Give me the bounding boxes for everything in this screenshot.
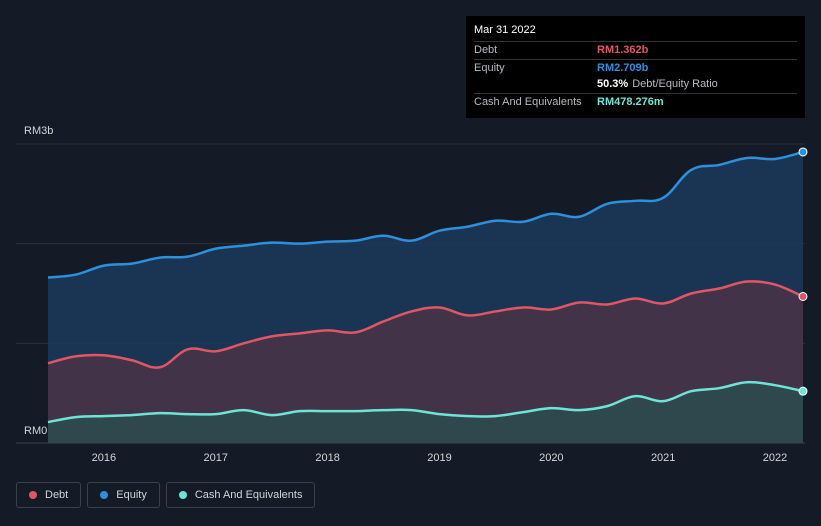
tooltip-cash-row: Cash And Equivalents RM478.276m xyxy=(474,92,797,111)
legend-cash-label: Cash And Equivalents xyxy=(194,489,303,501)
tooltip-equity-label: Equity xyxy=(474,61,505,74)
x-tick-label: 2016 xyxy=(92,452,116,464)
tooltip-date: Mar 31 2022 xyxy=(474,24,536,36)
equity-end-point xyxy=(798,147,808,157)
tooltip-ratio-label: Debt/Equity Ratio xyxy=(632,78,718,91)
cash-and-equivalents-line xyxy=(47,380,804,424)
debt-end-point xyxy=(798,291,808,301)
x-tick-label: 2018 xyxy=(315,452,339,464)
x-tick-label: 2022 xyxy=(763,452,787,464)
x-tick-label: 2020 xyxy=(539,452,563,464)
legend-equity-label: Equity xyxy=(116,489,147,501)
cash-and-equivalents-end-point xyxy=(798,386,808,396)
y-tick-top-label: RM3b xyxy=(24,125,54,137)
y-tick-zero-label: RM0 xyxy=(24,425,48,437)
tooltip-debt-label: Debt xyxy=(474,44,498,57)
chart-legend: Debt Equity Cash And Equivalents xyxy=(16,482,316,508)
equity-line xyxy=(47,150,804,279)
x-tick-label: 2017 xyxy=(204,452,228,464)
x-tick-label: 2019 xyxy=(427,452,451,464)
tooltip-cash-label: Cash And Equivalents xyxy=(474,95,582,108)
legend-item-debt[interactable]: Debt xyxy=(16,482,82,508)
legend-debt-label: Debt xyxy=(45,489,69,501)
debt-line xyxy=(47,280,804,369)
debt-dot-icon xyxy=(29,491,37,499)
tooltip-equity-value: RM2.709b xyxy=(597,61,649,74)
tooltip-ratio-row: 50.3% Debt/Equity Ratio xyxy=(474,76,797,93)
tooltip-ratio-value: 50.3% xyxy=(597,78,629,91)
tooltip-cash-value: RM478.276m xyxy=(597,95,664,108)
legend-item-cash[interactable]: Cash And Equivalents xyxy=(165,482,316,508)
x-tick-label: 2021 xyxy=(651,452,675,464)
cash-dot-icon xyxy=(178,491,187,499)
legend-item-equity[interactable]: Equity xyxy=(87,482,160,508)
tooltip-equity-row: Equity RM2.709b xyxy=(474,58,797,77)
tooltip-debt-value: RM1.362b xyxy=(597,44,649,57)
equity-dot-icon xyxy=(100,491,109,499)
data-tooltip: Mar 31 2022 Debt RM1.362b Equity RM2.709… xyxy=(466,16,805,118)
tooltip-debt-row: Debt RM1.362b xyxy=(474,41,797,59)
